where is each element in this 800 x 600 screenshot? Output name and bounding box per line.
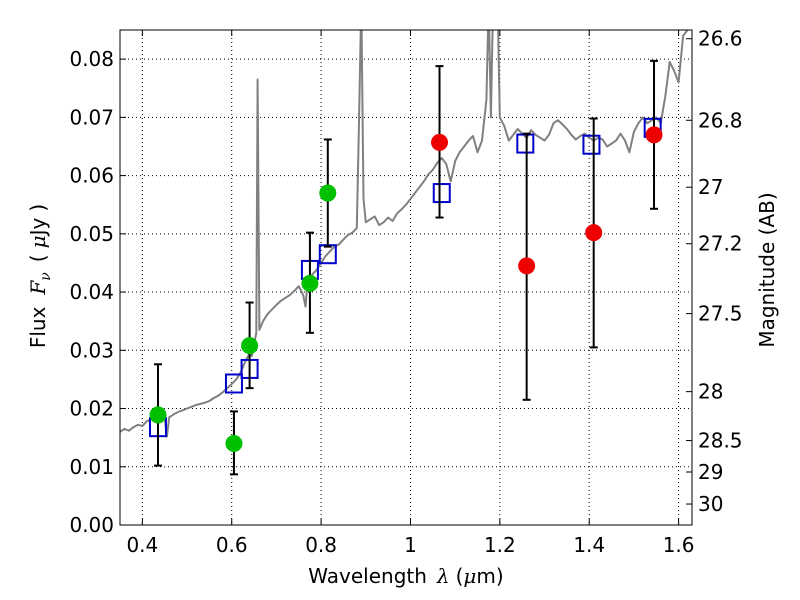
x-axis-label-symbol: λ — [436, 564, 450, 588]
y-tick-label: 0.03 — [69, 338, 114, 362]
infrared-point — [645, 126, 663, 144]
y-axis-label-subscript: ν — [38, 272, 54, 281]
y-axis-unit-mu: μ — [26, 235, 50, 248]
x-tick-label: 1 — [404, 533, 417, 557]
x-axis-label: Wavelength λ (μm) — [308, 564, 503, 588]
plot-background — [120, 30, 692, 525]
y-axis-label: FluxFν(μJy) — [26, 204, 54, 348]
y-axis-label-text: Flux — [26, 306, 50, 348]
y2-tick-label: 30 — [698, 492, 723, 516]
y-tick-label: 0.05 — [69, 222, 114, 246]
x-axis-label-text: Wavelength — [308, 564, 427, 588]
y2-tick-label: 28.5 — [698, 429, 743, 453]
infrared-point — [585, 224, 603, 242]
y-tick-label: 0.07 — [69, 105, 114, 129]
x-tick-label: 1.6 — [663, 533, 695, 557]
optical-point — [225, 434, 243, 452]
y-axis-label-symbol: F — [26, 280, 50, 296]
y2-axis-label: Magnitude (AB) — [755, 192, 779, 347]
spectrum-line — [120, 30, 689, 438]
y2-tick-label: 27 — [698, 175, 723, 199]
x-tick-label: 1.4 — [573, 533, 605, 557]
ticks: 0.4 0.6 0.8 1 1.2 1.4 1.6 0.00 0.01 0.02 0.03 0.04 0… — [69, 27, 742, 557]
y2-tick-label: 26.6 — [698, 27, 743, 51]
x-tick-label: 0.6 — [216, 533, 248, 557]
model-square — [432, 183, 451, 204]
model-square — [582, 134, 601, 155]
optical-point — [149, 406, 167, 424]
y-tick-label: 0.08 — [69, 47, 114, 71]
x-axis-unit-mu: μ — [463, 564, 476, 588]
infrared-point — [518, 257, 536, 275]
y2-tick-label: 28 — [698, 380, 723, 404]
y2-tick-label: 29 — [698, 460, 723, 484]
plot-area — [120, 30, 689, 476]
optical-point — [301, 274, 319, 292]
model-square — [224, 373, 243, 394]
plot-frame — [119, 29, 693, 526]
y-tick-label: 0.06 — [69, 164, 114, 188]
y-tick-label: 0.00 — [69, 513, 114, 537]
optical-point — [241, 337, 259, 355]
y2-tick-label: 27.2 — [698, 232, 743, 256]
y-axis-unit-jy: Jy — [26, 217, 50, 237]
x-tick-label: 0.4 — [126, 533, 158, 557]
y-tick-label: 0.02 — [69, 397, 114, 421]
y-tick-label: 0.01 — [69, 455, 114, 479]
x-tick-label: 0.8 — [305, 533, 337, 557]
y-tick-label: 0.04 — [69, 280, 114, 304]
y2-tick-label: 27.5 — [698, 302, 743, 326]
x-tick-label: 1.2 — [484, 533, 516, 557]
optical-point — [319, 184, 337, 202]
infrared-point — [431, 133, 449, 151]
y2-tick-label: 26.8 — [698, 108, 743, 132]
x-axis-unit-m: m — [476, 564, 495, 588]
